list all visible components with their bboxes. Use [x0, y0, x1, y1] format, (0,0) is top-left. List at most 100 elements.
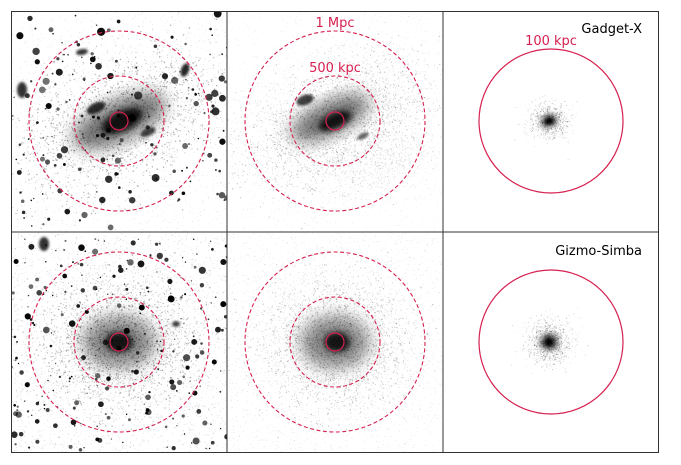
satellite-galaxy	[200, 342, 203, 345]
satellite-galaxy	[207, 318, 210, 321]
satellite-galaxy	[145, 411, 149, 415]
circle-100kpc	[325, 332, 345, 352]
density-blob	[357, 132, 369, 140]
satellite-galaxy	[80, 114, 84, 118]
satellite-galaxy	[203, 111, 206, 115]
circle-100kpc	[109, 332, 129, 352]
satellite-galaxy	[42, 223, 45, 226]
satellite-galaxy	[21, 210, 26, 215]
satellite-galaxy	[199, 350, 205, 355]
satellite-galaxy	[15, 356, 18, 360]
satellite-galaxy	[55, 68, 63, 76]
satellite-galaxy	[68, 380, 71, 383]
satellite-galaxy	[123, 283, 126, 285]
satellite-galaxy	[90, 62, 92, 65]
satellite-galaxy	[84, 149, 87, 152]
panel-gadgetx-wide	[12, 12, 227, 232]
satellite-galaxy	[50, 332, 53, 334]
satellite-galaxy	[22, 153, 25, 156]
satellite-galaxy	[145, 394, 151, 401]
satellite-galaxy	[105, 386, 110, 391]
satellite-galaxy	[42, 137, 45, 139]
satellite-galaxy	[135, 360, 138, 363]
satellite-galaxy	[211, 104, 215, 108]
satellite-galaxy	[150, 143, 154, 147]
circle-1mpc	[28, 30, 210, 212]
satellite-galaxy	[191, 88, 195, 91]
satellite-galaxy	[68, 377, 71, 380]
satellite-galaxy	[148, 390, 151, 394]
density-blob	[39, 237, 49, 251]
satellite-galaxy	[56, 107, 60, 111]
satellite-galaxy	[27, 306, 29, 308]
satellite-galaxy	[81, 274, 83, 276]
satellite-galaxy	[156, 340, 158, 343]
satellite-galaxy	[210, 423, 212, 425]
satellite-galaxy	[70, 285, 73, 287]
satellite-galaxy	[211, 248, 214, 251]
panel-gadgetx-mid	[227, 12, 443, 232]
satellite-galaxy	[70, 375, 73, 378]
satellite-galaxy	[125, 287, 129, 291]
satellite-galaxy	[95, 134, 100, 138]
satellite-galaxy	[161, 73, 169, 80]
satellite-galaxy	[12, 366, 13, 368]
satellite-galaxy	[148, 305, 150, 307]
satellite-galaxy	[211, 107, 220, 116]
satellite-galaxy	[223, 80, 227, 84]
satellite-galaxy	[67, 53, 69, 56]
satellite-galaxy	[33, 323, 36, 327]
satellite-galaxy	[106, 91, 109, 94]
satellite-galaxy	[56, 57, 60, 61]
satellite-galaxy	[74, 14, 77, 17]
satellite-galaxy	[181, 414, 185, 418]
satellite-galaxy	[28, 446, 31, 449]
satellite-galaxy	[103, 240, 106, 242]
satellite-galaxy	[118, 143, 121, 146]
satellite-galaxy	[131, 93, 133, 96]
satellite-galaxy	[167, 278, 173, 284]
satellite-galaxy	[215, 326, 221, 333]
satellite-galaxy	[51, 135, 53, 138]
satellite-galaxy	[179, 70, 181, 73]
satellite-galaxy	[78, 448, 83, 452]
satellite-galaxy	[111, 293, 114, 296]
satellite-galaxy	[79, 262, 84, 267]
satellite-galaxy	[84, 250, 87, 253]
satellite-galaxy	[92, 115, 95, 119]
satellite-galaxy	[213, 12, 222, 18]
satellite-galaxy	[43, 403, 46, 406]
satellite-galaxy	[211, 359, 217, 365]
satellite-galaxy	[218, 192, 226, 199]
satellite-galaxy	[193, 265, 197, 269]
satellite-galaxy	[155, 146, 158, 149]
satellite-galaxy	[28, 284, 34, 290]
satellite-galaxy	[219, 390, 222, 393]
satellite-galaxy	[51, 72, 54, 75]
satellite-galaxy	[138, 304, 145, 311]
satellite-galaxy	[53, 423, 58, 429]
satellite-galaxy	[44, 159, 51, 165]
satellite-galaxy	[78, 244, 85, 251]
satellite-galaxy	[47, 379, 49, 382]
satellite-galaxy	[99, 196, 106, 204]
satellite-galaxy	[199, 307, 203, 310]
satellite-galaxy	[128, 190, 132, 194]
satellite-galaxy	[27, 138, 30, 140]
satellite-galaxy	[34, 419, 40, 424]
density-blob	[180, 63, 190, 77]
circle-500kpc	[73, 296, 165, 388]
satellite-galaxy	[89, 56, 96, 63]
satellite-galaxy	[41, 193, 44, 195]
satellite-galaxy	[145, 141, 147, 144]
satellite-galaxy	[208, 447, 211, 450]
satellite-galaxy	[68, 444, 73, 449]
satellite-galaxy	[177, 379, 183, 386]
satellite-galaxy	[45, 102, 52, 110]
circle-500kpc	[289, 296, 381, 388]
satellite-galaxy	[24, 262, 26, 264]
satellite-galaxy	[116, 345, 122, 351]
satellite-galaxy	[99, 276, 102, 279]
satellite-galaxy	[209, 27, 212, 31]
satellite-galaxy	[157, 368, 160, 371]
